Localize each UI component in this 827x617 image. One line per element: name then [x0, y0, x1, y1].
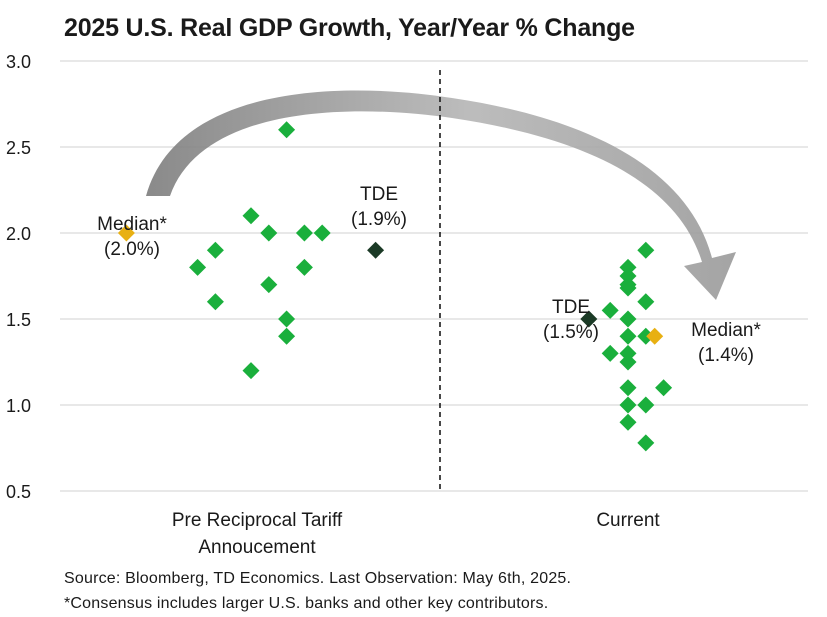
forecaster-point [313, 224, 331, 242]
y-tick-label: 1.5 [6, 310, 31, 330]
forecaster-point [619, 344, 637, 362]
y-tick-label: 1.0 [6, 396, 31, 416]
forecaster-point [295, 224, 313, 242]
forecaster-point [619, 396, 637, 414]
forecaster-point [206, 241, 224, 259]
forecaster-point [619, 413, 637, 431]
forecaster-point [619, 379, 637, 397]
median-pre-label: Median* (2.0%) [97, 214, 167, 260]
forecaster-point [619, 267, 637, 285]
y-tick-label: 0.5 [6, 482, 31, 502]
forecaster-point [619, 258, 637, 276]
forecaster-point [637, 434, 655, 452]
consensus-note: *Consensus includes larger U.S. banks an… [64, 595, 549, 612]
forecaster-point [206, 293, 224, 311]
forecaster-point [655, 379, 673, 397]
source-note: Source: Bloomberg, TD Economics. Last Ob… [64, 570, 572, 587]
forecaster-point [295, 258, 313, 276]
forecaster-point [260, 276, 278, 294]
forecaster-point [242, 362, 260, 380]
forecaster-point [637, 396, 655, 414]
median-point [646, 327, 664, 345]
forecaster-point [637, 327, 655, 345]
category-label: Pre Reciprocal Tariff Annoucement [172, 510, 343, 558]
forecaster-point [619, 310, 637, 328]
median-point [117, 224, 135, 242]
forecaster-point [278, 121, 296, 139]
forecaster-point [260, 224, 278, 242]
y-tick-label: 2.0 [6, 224, 31, 244]
forecaster-point [189, 258, 207, 276]
chart-title: 2025 U.S. Real GDP Growth, Year/Year % C… [64, 14, 635, 42]
forecaster-point [619, 353, 637, 371]
forecaster-point [619, 327, 637, 345]
tde-pre-label: TDE (1.9%) [351, 184, 407, 230]
tde-point [580, 310, 598, 328]
forecaster-point [637, 241, 655, 259]
tde-point [367, 241, 385, 259]
category-label: Current [596, 510, 660, 531]
forecaster-point [637, 293, 655, 311]
tde-current-label: TDE (1.5%) [543, 297, 599, 343]
forecaster-point [601, 301, 619, 319]
y-tick-label: 3.0 [6, 52, 31, 72]
forecaster-point [278, 327, 296, 345]
forecaster-point [278, 310, 296, 328]
transition-arrow [146, 90, 736, 300]
forecaster-point [601, 344, 619, 362]
median-current-label: Median* (1.4%) [691, 320, 761, 366]
forecaster-point [619, 276, 637, 294]
forecaster-point [242, 207, 260, 225]
y-tick-label: 2.5 [6, 138, 31, 158]
